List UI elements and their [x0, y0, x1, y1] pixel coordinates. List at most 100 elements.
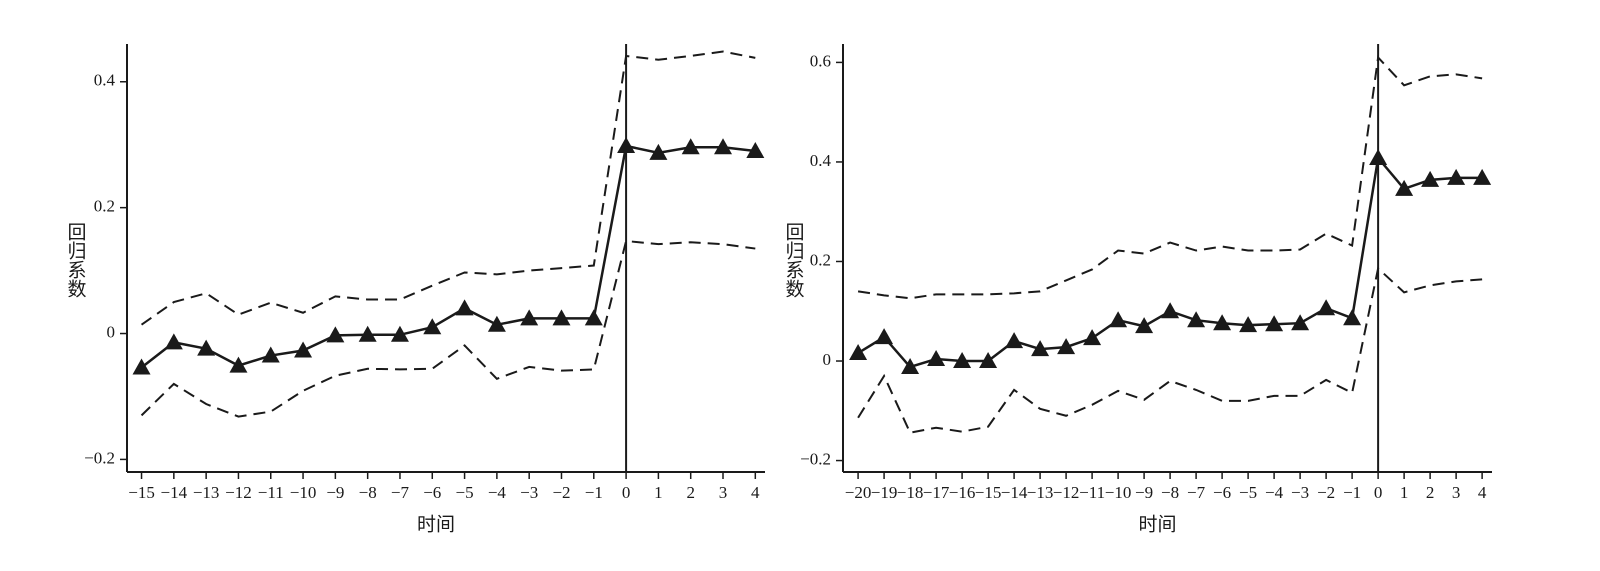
x-axis-label: 时间 — [417, 514, 455, 536]
marker — [1083, 329, 1102, 346]
x-tick-label: −14 — [161, 483, 188, 502]
x-tick-label: −15 — [128, 483, 155, 502]
marker — [1395, 179, 1414, 196]
marker — [953, 352, 972, 369]
x-tick-label: −2 — [552, 483, 570, 502]
x-tick-label: 4 — [1478, 483, 1487, 502]
marker — [326, 326, 345, 343]
marker — [132, 358, 151, 375]
marker — [1031, 340, 1050, 357]
x-tick-label: −3 — [520, 483, 538, 502]
x-tick-label: −9 — [326, 483, 344, 502]
marker — [423, 318, 442, 335]
x-tick-label: −4 — [488, 483, 507, 502]
y-tick-label: 0 — [107, 322, 116, 341]
coef-line — [140, 144, 756, 369]
x-tick-label: −10 — [290, 483, 317, 502]
marker — [714, 138, 733, 155]
y-tick-label: 0.2 — [94, 197, 115, 216]
marker — [927, 350, 946, 367]
x-tick-label: 1 — [654, 483, 663, 502]
marker — [1343, 309, 1362, 326]
x-tick-label: −18 — [897, 483, 924, 502]
x-tick-label: −5 — [1239, 483, 1257, 502]
marker — [1291, 314, 1310, 331]
marker — [1265, 315, 1284, 332]
x-tick-label: 3 — [719, 483, 728, 502]
y-tick-label: 0.4 — [810, 151, 832, 170]
x-tick-label: −2 — [1317, 483, 1335, 502]
marker — [681, 138, 700, 155]
y-tick-label: −0.2 — [800, 449, 831, 468]
x-tick-label: −6 — [1213, 483, 1231, 502]
x-tick-label: −17 — [923, 483, 950, 502]
marker — [1161, 302, 1180, 319]
marker — [552, 309, 571, 326]
x-tick-label: −11 — [1079, 483, 1105, 502]
x-tick-label: −9 — [1135, 483, 1153, 502]
y-tick-label: 0 — [823, 350, 832, 369]
marker — [746, 142, 765, 158]
marker — [390, 325, 409, 342]
x-tick-label: −10 — [1105, 483, 1132, 502]
marker — [1239, 316, 1258, 333]
marker — [358, 325, 377, 342]
x-tick-label: −14 — [1001, 483, 1028, 502]
x-tick-label: 2 — [1426, 483, 1435, 502]
y-axis-label: 回归系数 — [783, 222, 805, 298]
x-tick-label: 4 — [751, 483, 760, 502]
x-tick-label: 0 — [1374, 483, 1383, 502]
marker — [1135, 317, 1154, 334]
marker — [875, 328, 894, 345]
x-tick-label: −13 — [1027, 483, 1054, 502]
marker — [1369, 148, 1388, 165]
x-tick-label: −16 — [949, 483, 976, 502]
marker — [164, 333, 183, 350]
marker — [1317, 299, 1336, 316]
x-tick-label: −7 — [391, 483, 410, 502]
x-tick-label: −1 — [1343, 483, 1361, 502]
x-tick-label: −20 — [845, 483, 872, 502]
x-tick-label: −8 — [359, 483, 377, 502]
y-tick-label: 0.6 — [810, 51, 831, 70]
marker — [901, 357, 920, 374]
marker — [849, 344, 868, 361]
marker — [1213, 314, 1232, 331]
x-axis-label: 时间 — [1138, 514, 1176, 536]
x-tick-label: −1 — [585, 483, 603, 502]
marker — [617, 136, 636, 153]
y-axis-label: 回归系数 — [65, 222, 87, 298]
x-tick-label: 2 — [686, 483, 695, 502]
x-tick-label: −11 — [258, 483, 284, 502]
marker — [979, 352, 998, 369]
x-tick-label: −12 — [225, 483, 252, 502]
ci-line — [140, 50, 756, 326]
coef-line — [857, 155, 1483, 369]
marker — [520, 309, 539, 326]
x-tick-label: −19 — [871, 483, 898, 502]
x-tick-label: −7 — [1187, 483, 1206, 502]
x-tick-label: −13 — [193, 483, 220, 502]
x-tick-label: −3 — [1291, 483, 1309, 502]
marker — [584, 309, 603, 326]
y-tick-label: 0.2 — [810, 250, 831, 269]
x-tick-label: 1 — [1400, 483, 1409, 502]
ci-line — [857, 266, 1483, 434]
x-tick-label: −4 — [1265, 483, 1284, 502]
marker — [294, 341, 313, 358]
marker — [487, 315, 506, 332]
marker — [1473, 168, 1492, 185]
x-tick-label: 3 — [1452, 483, 1461, 502]
marker — [1057, 338, 1076, 355]
ci-line — [857, 55, 1483, 300]
marker — [1187, 311, 1206, 328]
marker — [1109, 311, 1128, 328]
y-tick-label: 0.4 — [94, 71, 116, 90]
marker — [1447, 168, 1466, 185]
y-tick-label: −0.2 — [84, 448, 115, 467]
x-tick-label: −15 — [975, 483, 1002, 502]
marker — [229, 356, 248, 373]
marker — [1005, 332, 1024, 349]
ci-line — [140, 239, 756, 418]
